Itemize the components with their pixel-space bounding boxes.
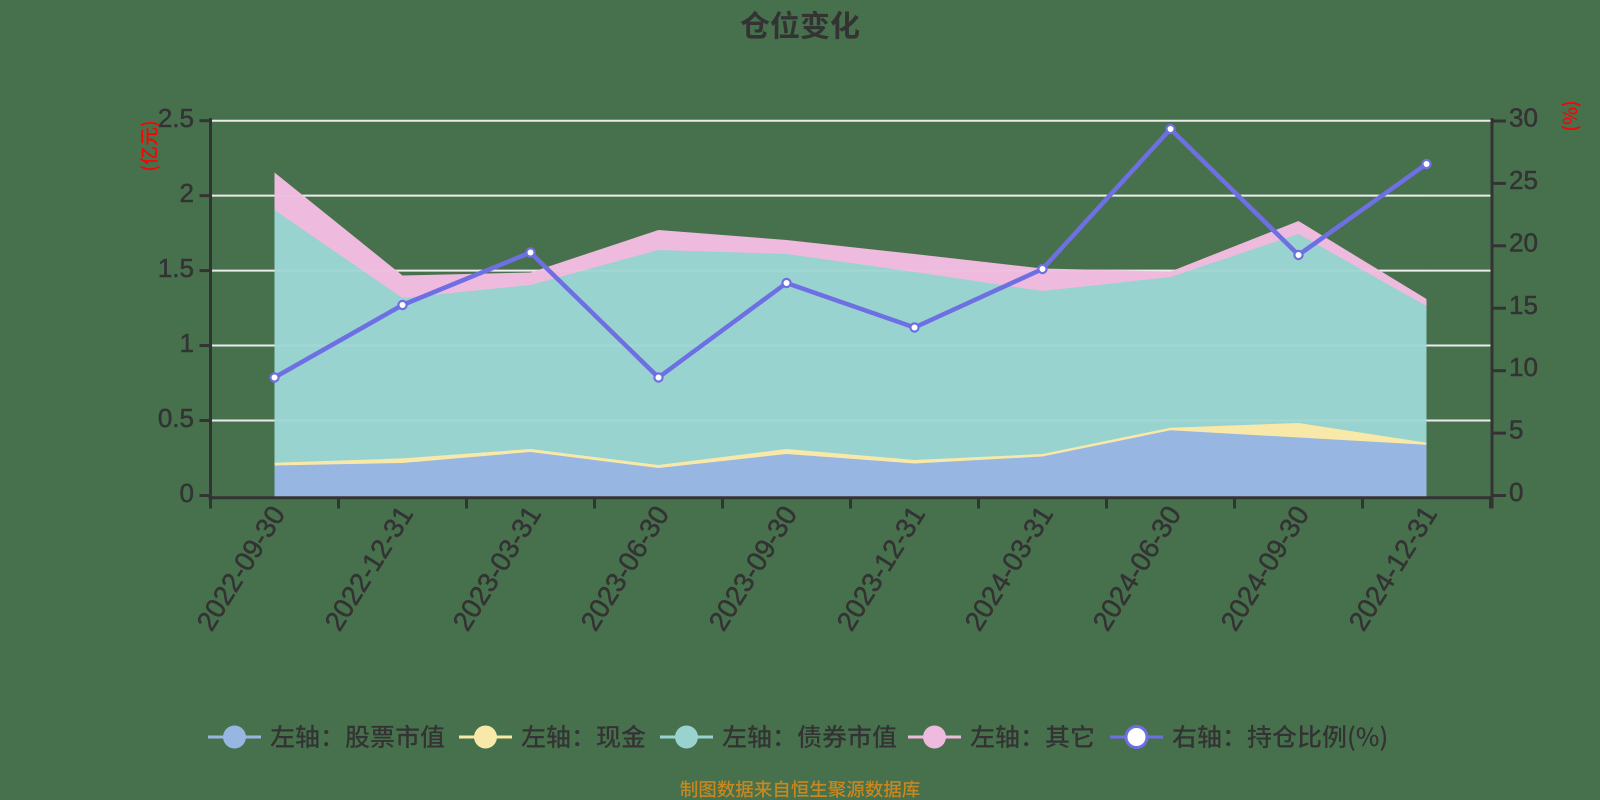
svg-text:0: 0	[180, 478, 194, 508]
svg-text:1.5: 1.5	[158, 253, 194, 283]
svg-text:15: 15	[1509, 290, 1538, 320]
svg-text:30: 30	[1509, 103, 1538, 133]
svg-text:2: 2	[180, 178, 194, 208]
svg-text:2.5: 2.5	[158, 103, 194, 133]
svg-text:20: 20	[1509, 227, 1538, 257]
svg-text:1: 1	[180, 328, 194, 358]
svg-text:25: 25	[1509, 165, 1538, 195]
svg-text:10: 10	[1509, 352, 1538, 382]
svg-text:5: 5	[1509, 415, 1523, 445]
svg-text:0: 0	[1509, 477, 1523, 507]
svg-text:0.5: 0.5	[158, 403, 194, 433]
